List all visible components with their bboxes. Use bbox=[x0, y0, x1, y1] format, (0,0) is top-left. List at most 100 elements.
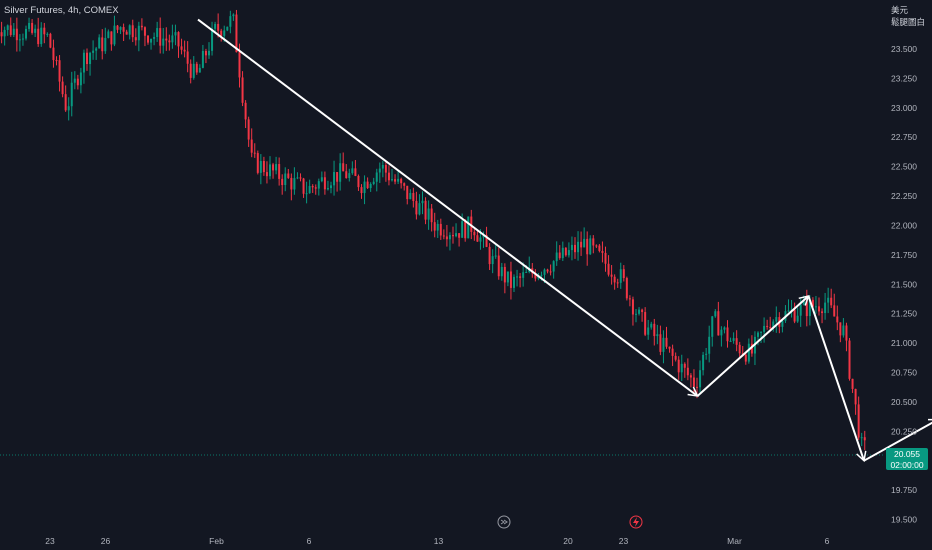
candle-body bbox=[714, 311, 717, 317]
replay-icon[interactable] bbox=[497, 515, 511, 529]
candle bbox=[628, 295, 631, 307]
candle bbox=[61, 76, 64, 98]
candle bbox=[494, 245, 497, 259]
candle-body bbox=[226, 26, 229, 31]
candle-body bbox=[28, 22, 31, 29]
price-axis[interactable]: 23.500 23.250 23.000 22.750 22.500 22.250 22.0… bbox=[891, 44, 917, 525]
candle bbox=[70, 71, 73, 117]
candle-body bbox=[464, 221, 467, 239]
candle-body bbox=[354, 168, 357, 176]
candle-body bbox=[31, 22, 34, 33]
candle bbox=[586, 231, 589, 266]
candle-body bbox=[198, 67, 201, 73]
candle-body bbox=[522, 272, 525, 278]
candle bbox=[403, 182, 406, 191]
candle bbox=[564, 247, 567, 257]
candle-body bbox=[458, 233, 461, 238]
candle bbox=[781, 318, 784, 333]
candle bbox=[723, 326, 726, 334]
candle bbox=[830, 288, 833, 309]
candle bbox=[827, 287, 830, 314]
candle-body bbox=[253, 152, 256, 154]
candle bbox=[455, 223, 458, 238]
candle-body bbox=[223, 30, 226, 36]
candle bbox=[519, 272, 522, 288]
axis-corner-labels[interactable]: 美元 鬆腿圖白 bbox=[891, 4, 925, 28]
candle-body bbox=[442, 235, 445, 237]
candle-body bbox=[699, 370, 702, 388]
candle-body bbox=[836, 316, 839, 323]
candle-body bbox=[513, 276, 515, 288]
candle bbox=[595, 244, 598, 249]
candle bbox=[110, 31, 113, 51]
candle-body bbox=[418, 203, 421, 215]
candle-body bbox=[863, 437, 866, 441]
y-tick-label: 22.250 bbox=[891, 191, 917, 201]
candle-body bbox=[134, 37, 137, 41]
candle-body bbox=[18, 39, 21, 41]
candle-body bbox=[311, 186, 314, 188]
candle bbox=[753, 331, 756, 366]
candle-body bbox=[156, 28, 159, 37]
candle-body bbox=[796, 315, 799, 322]
candle bbox=[653, 318, 656, 346]
candle-body bbox=[357, 175, 360, 188]
drawn-path-layer[interactable] bbox=[197, 18, 932, 520]
candle-body bbox=[750, 343, 753, 354]
candle bbox=[314, 184, 317, 195]
candle-body bbox=[351, 168, 354, 174]
candle bbox=[186, 41, 189, 73]
candle-body bbox=[110, 31, 113, 45]
candle-body bbox=[140, 25, 143, 28]
candle-body bbox=[67, 106, 70, 111]
candle-body bbox=[692, 377, 695, 387]
candle bbox=[101, 29, 104, 60]
y-tick-label: 20.500 bbox=[891, 397, 917, 407]
candle bbox=[415, 191, 418, 220]
candle-body bbox=[610, 274, 613, 277]
y-tick-label: 23.500 bbox=[891, 44, 917, 54]
candle-body bbox=[452, 235, 454, 237]
candle bbox=[253, 143, 256, 158]
x-tick-label: 6 bbox=[307, 536, 312, 546]
candle-body bbox=[333, 172, 336, 186]
candle bbox=[555, 241, 558, 266]
candle bbox=[244, 100, 247, 129]
candle-body bbox=[650, 323, 653, 328]
candle bbox=[839, 322, 842, 343]
candle-body bbox=[811, 299, 814, 307]
candle-body bbox=[217, 23, 220, 31]
candle bbox=[824, 292, 827, 320]
candle bbox=[412, 187, 415, 208]
candle-body bbox=[336, 172, 339, 182]
candle bbox=[580, 231, 583, 256]
time-axis[interactable]: 2326Feb6132023Mar6132027 bbox=[45, 536, 932, 546]
candle-body bbox=[366, 181, 369, 189]
y-tick-label: 19.500 bbox=[891, 515, 917, 525]
candle-body bbox=[680, 363, 683, 373]
candle-body bbox=[744, 354, 747, 362]
candle bbox=[214, 21, 217, 33]
candle bbox=[448, 232, 451, 251]
candle bbox=[549, 264, 552, 276]
candle bbox=[458, 233, 461, 247]
candle-body bbox=[485, 235, 488, 247]
candle-body bbox=[409, 192, 412, 200]
candle bbox=[677, 356, 680, 380]
candle-body bbox=[250, 139, 253, 153]
candle bbox=[708, 325, 711, 363]
candle-body bbox=[247, 119, 250, 140]
candle-body bbox=[244, 102, 247, 120]
candle-body bbox=[165, 38, 168, 41]
candle-body bbox=[433, 222, 436, 231]
lightning-icon[interactable] bbox=[629, 515, 643, 529]
candle-body bbox=[122, 27, 125, 32]
candle bbox=[122, 23, 125, 42]
candle bbox=[192, 56, 195, 80]
candle-body bbox=[384, 164, 387, 173]
candle bbox=[265, 161, 268, 184]
candle-body bbox=[552, 261, 555, 272]
candle bbox=[674, 352, 677, 362]
candle-body bbox=[381, 164, 384, 169]
